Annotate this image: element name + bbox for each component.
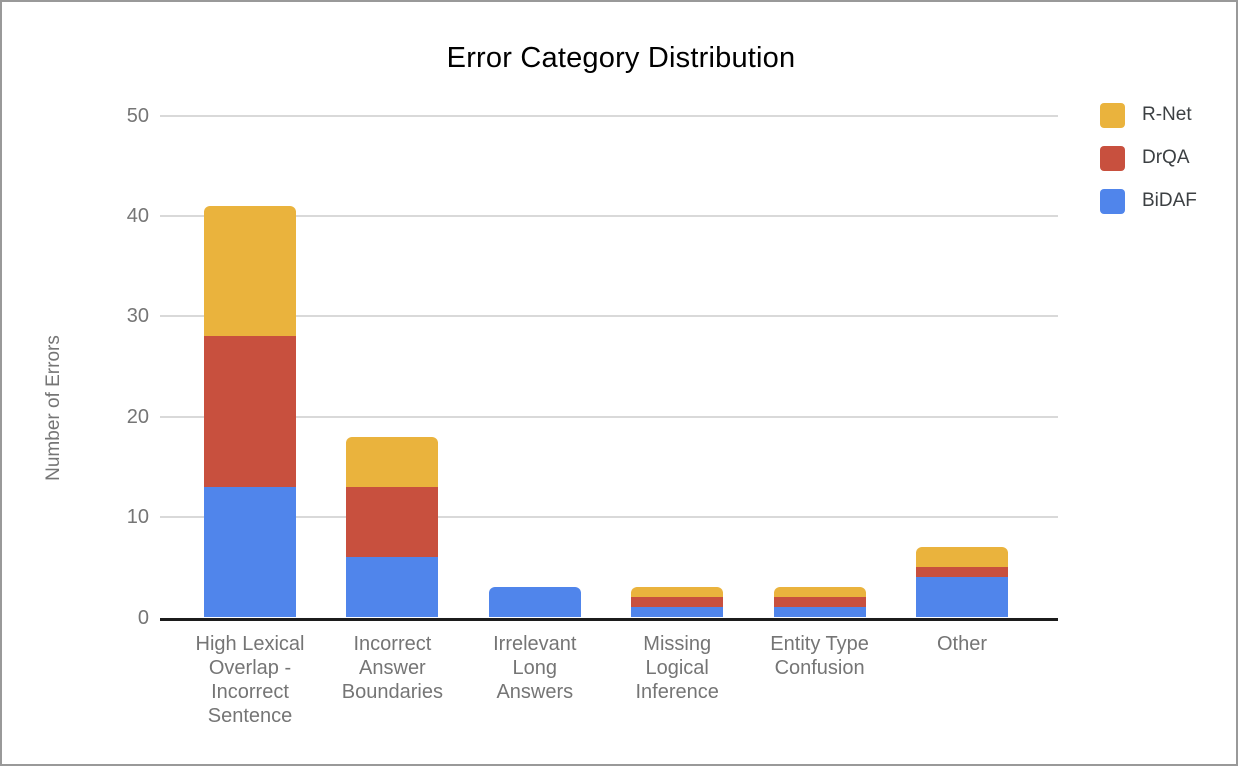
y-tick-label-40: 40: [126, 204, 149, 227]
x-label-line: Inference: [635, 681, 719, 703]
legend-swatch-r-net: [1100, 102, 1125, 128]
x-label-line: Incorrect: [211, 681, 289, 703]
x-label-line: Missing: [643, 633, 712, 655]
x-label-1: High Lexical Overlap - Incorrect Sentence: [175, 632, 325, 728]
legend-label-bidaf: BiDAF: [1142, 190, 1197, 211]
chart-title: Error Category Distribution: [446, 42, 796, 74]
gridline-40: [160, 214, 1058, 217]
x-label-4: Missing Logical Inference: [602, 632, 752, 704]
bar-stack-1: [204, 205, 296, 618]
bar-segment-bidaf-2: [346, 557, 439, 618]
bar-segment-r-net-1: [204, 205, 296, 337]
x-label-line: Boundaries: [341, 681, 443, 703]
bar-segment-drqa-2: [346, 486, 439, 558]
y-axis-title: Number of Errors: [43, 335, 64, 481]
y-tick-label-30: 30: [126, 305, 149, 328]
y-tick-label-10: 10: [126, 506, 149, 529]
y-tick-label-0: 0: [137, 606, 149, 629]
bar-stack-5: [773, 587, 866, 618]
gridline-50: [160, 114, 1058, 117]
x-label-line: High Lexical: [195, 633, 305, 655]
legend-label-drqa: DrQA: [1142, 147, 1190, 168]
bar-segment-bidaf-1: [204, 486, 296, 618]
bar-segment-bidaf-5: [773, 607, 866, 618]
x-label-5: Entity Type Confusion: [745, 632, 895, 680]
legend-swatch-bidaf: [1100, 188, 1125, 214]
x-label-6: Other: [887, 632, 1037, 656]
bar-segment-drqa-6: [916, 567, 1008, 578]
legend-row-bidaf: BiDAF: [1100, 188, 1197, 214]
bar-segment-drqa-1: [204, 336, 296, 487]
x-label-2: Incorrect Answer Boundaries: [317, 632, 467, 704]
x-label-line: Overlap -: [208, 657, 292, 679]
bar-segment-r-net-4: [631, 587, 724, 598]
x-label-line: Entity Type: [770, 633, 869, 655]
bar-segment-r-net-2: [346, 436, 439, 487]
bar-stack-3: [488, 587, 581, 618]
x-label-line: Other: [936, 633, 988, 655]
bar-segment-drqa-5: [773, 597, 866, 608]
legend-row-r-net: R-Net: [1100, 102, 1192, 128]
gridline-30: [160, 315, 1058, 318]
bar-stack-4: [631, 587, 724, 618]
legend-swatch-drqa: [1100, 145, 1125, 171]
bar-segment-bidaf-3: [488, 587, 581, 618]
bar-segment-bidaf-4: [631, 607, 724, 618]
legend-label-r-net: R-Net: [1142, 104, 1192, 125]
x-label-line: Answer: [359, 657, 426, 679]
y-tick-label-20: 20: [126, 405, 149, 428]
y-tick-label-50: 50: [126, 104, 149, 127]
x-label-line: Incorrect: [353, 633, 432, 655]
x-label-line: Confusion: [774, 657, 865, 679]
x-label-line: Logical: [645, 657, 709, 679]
bar-segment-bidaf-6: [916, 577, 1008, 618]
bar-segment-drqa-4: [631, 597, 724, 608]
x-label-line: Answers: [496, 681, 574, 703]
x-axis-line: [160, 617, 1058, 621]
bar-segment-r-net-6: [916, 547, 1008, 568]
x-label-3: Irrelevant Long Answers: [460, 632, 610, 704]
x-label-line: Sentence: [207, 705, 293, 727]
legend-row-drqa: DrQA: [1100, 145, 1190, 171]
bar-stack-2: [346, 436, 439, 618]
bar-stack-6: [916, 547, 1008, 618]
x-label-line: Long: [512, 657, 558, 679]
gridline-10: [160, 516, 1058, 519]
bar-segment-r-net-5: [773, 587, 866, 598]
gridline-20: [160, 415, 1058, 418]
x-label-line: Irrelevant: [493, 633, 577, 655]
